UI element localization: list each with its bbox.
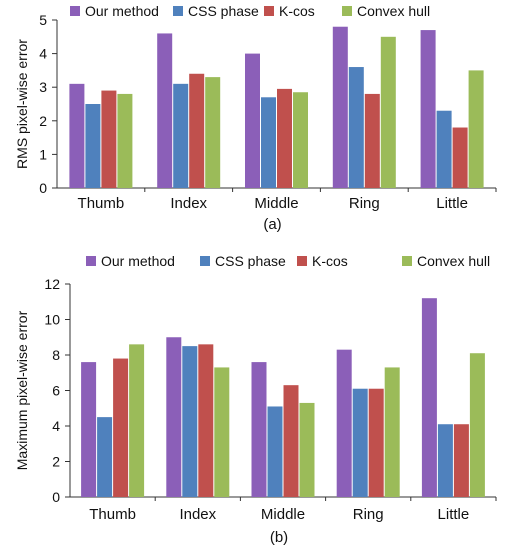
bar-convex-hull-little (468, 70, 484, 188)
legend-swatch (297, 256, 307, 266)
y-tick-label: 3 (39, 79, 47, 95)
x-tick-label: Little (436, 195, 468, 212)
legend-swatch (342, 6, 352, 16)
bar-convex-hull-index (214, 367, 230, 497)
bar-css-phase-index (173, 83, 189, 188)
legend-swatch (402, 256, 412, 266)
bar-our-method-thumb (81, 362, 97, 497)
y-tick-label: 2 (52, 454, 60, 470)
x-tick-label: Ring (353, 506, 384, 523)
bar-k-cos-ring (364, 93, 380, 188)
legend-label: CSS phase (215, 253, 286, 269)
legend-swatch (200, 256, 210, 266)
bar-css-phase-middle (261, 97, 276, 188)
x-tick-label: Middle (261, 506, 305, 523)
x-tick-label: Thumb (78, 195, 125, 212)
x-tick-label: Ring (349, 195, 380, 212)
legend-swatch (264, 6, 274, 16)
bar-k-cos-middle (277, 88, 292, 188)
bar-css-phase-thumb (97, 417, 113, 497)
legend-label: K-cos (279, 3, 315, 19)
bar-k-cos-thumb (113, 358, 129, 497)
bar-our-method-index (157, 33, 173, 188)
y-tick-label: 10 (44, 312, 60, 328)
y-tick-label: 2 (39, 113, 47, 129)
bar-convex-hull-little (469, 353, 485, 497)
x-tick-label: Little (438, 506, 470, 523)
x-tick-label: Middle (254, 195, 298, 212)
legend-label: Our method (101, 253, 175, 269)
legend-a: Our method CSS phase K-cos Convex hull (70, 3, 430, 19)
bar-our-method-ring (336, 349, 352, 497)
bar-css-phase-thumb (85, 104, 101, 188)
x-tick-label: Index (179, 506, 216, 523)
legend-label: Convex hull (417, 253, 490, 269)
bar-k-cos-index (198, 344, 214, 497)
x-tick-label: Index (170, 195, 207, 212)
plot-area-b: 0 2 4 6 8 10 12 Thumb Index Middle Ring Little (44, 276, 497, 523)
bar-our-method-index (166, 337, 182, 497)
legend-label: Our method (85, 3, 159, 19)
y-tick-label: 12 (44, 276, 60, 292)
y-tick-label: 5 (39, 12, 47, 28)
panel-label-b: (b) (270, 529, 288, 546)
y-tick-label: 6 (52, 383, 60, 399)
bar-css-phase-ring (352, 388, 368, 497)
y-axis-label-a: RMS pixel-wise error (14, 39, 30, 169)
legend-swatch (173, 6, 183, 16)
bar-convex-hull-ring (384, 367, 400, 497)
chart-panel-b: Our method CSS phase K-cos Convex hull 0 2 4 6… (14, 253, 497, 546)
plot-area-a: 0 1 2 3 4 5 Thumb Index Middle Ring Little (39, 12, 497, 212)
bar-our-method-little (420, 30, 436, 188)
bar-k-cos-little (453, 424, 469, 497)
bar-our-method-ring (332, 26, 348, 188)
legend-swatch (86, 256, 96, 266)
chart-panel-a: Our method CSS phase K-cos Convex hull 0 1 2 3… (14, 3, 497, 233)
bar-css-phase-little (436, 110, 452, 188)
bar-k-cos-middle (283, 385, 299, 497)
y-tick-label: 0 (52, 489, 60, 505)
y-tick-label: 8 (52, 347, 60, 363)
x-tick-label: Thumb (89, 506, 136, 523)
y-tick-label: 0 (39, 180, 47, 196)
bar-css-phase-little (437, 424, 453, 497)
bar-our-method-middle (245, 53, 260, 188)
y-tick-label: 1 (39, 146, 47, 162)
y-tick-label: 4 (52, 418, 60, 434)
panel-label-a: (a) (263, 216, 281, 233)
bar-convex-hull-thumb (129, 344, 145, 497)
legend-label: CSS phase (188, 3, 259, 19)
legend-label: K-cos (312, 253, 348, 269)
bar-css-phase-index (182, 346, 198, 497)
bar-k-cos-ring (368, 388, 384, 497)
bar-k-cos-index (189, 73, 205, 188)
y-axis-label-b: Maximum pixel-wise error (14, 310, 30, 470)
bar-css-phase-ring (348, 67, 364, 188)
bar-css-phase-middle (267, 406, 283, 497)
legend-b: Our method CSS phase K-cos Convex hull (86, 253, 490, 269)
bar-convex-hull-middle (293, 92, 308, 188)
legend-swatch (70, 6, 80, 16)
bar-convex-hull-thumb (117, 93, 133, 188)
legend-label: Convex hull (357, 3, 430, 19)
bar-convex-hull-ring (380, 36, 396, 188)
bar-k-cos-thumb (101, 90, 117, 188)
bar-k-cos-little (452, 127, 468, 188)
y-tick-label: 4 (39, 46, 47, 62)
bar-our-method-thumb (69, 83, 85, 188)
bar-our-method-little (421, 298, 437, 497)
bar-our-method-middle (251, 362, 267, 497)
bar-convex-hull-middle (299, 402, 315, 497)
bar-convex-hull-index (205, 77, 221, 188)
